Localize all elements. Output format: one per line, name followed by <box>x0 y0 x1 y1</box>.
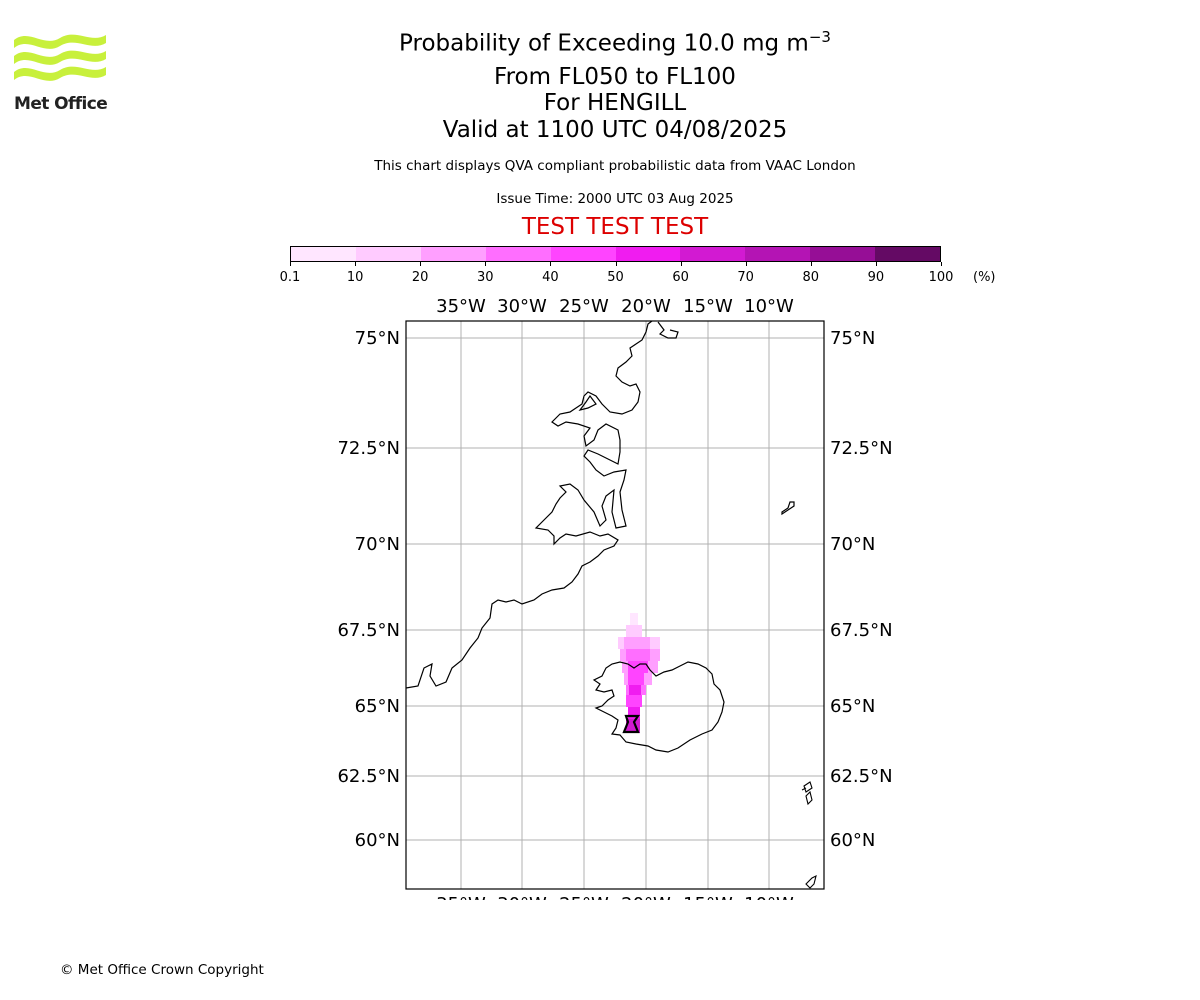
lat-label-right: 67.5°N <box>830 620 893 641</box>
lon-labels-bottom: 35°W 30°W 25°W 20°W 15°W 10°W <box>436 894 794 900</box>
lat-label-right: 72.5°N <box>830 438 893 459</box>
colorbar-tick-label: 90 <box>867 270 885 285</box>
coastline-shetland <box>805 874 817 889</box>
lon-label-bottom: 25°W <box>559 894 609 900</box>
colorbar-unit: (%) <box>973 270 996 285</box>
met-office-waves-icon <box>14 34 106 81</box>
lon-label-top: 20°W <box>621 296 671 317</box>
colorbar-tick-mark <box>745 262 747 266</box>
colorbar-tick-mark <box>810 262 812 266</box>
lat-labels-left: 75°N 72.5°N 70°N 67.5°N 65°N 62.5°N 60°N <box>337 328 400 851</box>
chart-description: This chart displays QVA compliant probab… <box>374 158 856 174</box>
lat-label-right: 65°N <box>830 696 875 717</box>
colorbar-tick-mark <box>355 262 357 266</box>
coastline-jan-mayen <box>781 501 795 516</box>
colorbar-tick-mark <box>485 262 487 266</box>
coastline-iceland <box>592 661 725 753</box>
colorbar-tick-label: 10 <box>346 270 364 285</box>
met-office-logo: Met Office <box>14 30 114 114</box>
colorbar-segment <box>291 247 356 261</box>
lon-label-bottom: 35°W <box>436 894 486 900</box>
coastline-faroe-islands <box>801 781 813 806</box>
lon-label-top: 10°W <box>744 296 794 317</box>
map-panel: 35°W 30°W 25°W 20°W 15°W 10°W 35°W 30°W … <box>337 296 893 900</box>
colorbar-tick-label: 60 <box>672 270 689 285</box>
lat-label-right: 75°N <box>830 328 875 349</box>
colorbar-tick-mark <box>941 262 942 266</box>
lon-label-bottom: 30°W <box>497 894 547 900</box>
lon-label-top: 30°W <box>497 296 547 317</box>
colorbar-segment <box>550 247 616 261</box>
lat-label-left: 60°N <box>355 830 400 851</box>
colorbar-tick-mark <box>615 262 617 266</box>
lon-label-top: 15°W <box>683 296 733 317</box>
lat-label-left: 65°N <box>355 696 400 717</box>
colorbar-ticks: 0.1 10 20 30 40 50 60 70 80 90 100 <box>280 262 953 292</box>
map-frame <box>405 320 825 890</box>
chart-title-main: Probability of Exceeding 10.0 mg m <box>399 30 809 57</box>
flight-level-range: From FL050 to FL100 <box>494 64 736 90</box>
lon-label-top: 25°W <box>559 296 609 317</box>
lat-labels-right: 75°N 72.5°N 70°N 67.5°N 65°N 62.5°N 60°N <box>830 328 893 851</box>
colorbar-tick-label: 0.1 <box>279 270 301 285</box>
lat-label-left: 75°N <box>355 328 400 349</box>
lat-label-left: 67.5°N <box>337 620 400 641</box>
issue-time: Issue Time: 2000 UTC 03 Aug 2025 <box>496 191 734 207</box>
colorbar-segment <box>420 247 486 261</box>
lat-label-right: 62.5°N <box>830 766 893 787</box>
lat-label-right: 70°N <box>830 534 875 555</box>
colorbar-tick-label: 30 <box>477 270 494 285</box>
volcano-name: For HENGILL <box>543 90 687 116</box>
colorbar-tick-label: 70 <box>737 270 754 285</box>
logo-text: Met Office <box>14 94 108 114</box>
coastline-greenland <box>405 320 679 689</box>
map-gridlines <box>406 321 824 889</box>
lon-label-bottom: 15°W <box>683 894 733 900</box>
colorbar-segment <box>355 247 421 261</box>
colorbar-tick-label: 50 <box>607 270 624 285</box>
colorbar-tick-label: 20 <box>411 270 429 285</box>
colorbar <box>290 246 941 262</box>
colorbar-segment <box>615 247 681 261</box>
chart-title: Probability of Exceeding 10.0 mg m−3 <box>0 28 1200 57</box>
colorbar-tick-label: 100 <box>928 270 954 285</box>
lat-label-left: 72.5°N <box>337 438 400 459</box>
colorbar-tick-mark <box>680 262 682 266</box>
colorbar-segment <box>875 247 941 261</box>
colorbar-segment <box>810 247 876 261</box>
colorbar-tick-mark <box>420 262 422 266</box>
lon-label-top: 35°W <box>436 296 486 317</box>
colorbar-segment <box>745 247 811 261</box>
lon-labels-top: 35°W 30°W 25°W 20°W 15°W 10°W <box>436 296 794 317</box>
colorbar-tick-label: 40 <box>542 270 559 285</box>
lat-label-left: 62.5°N <box>337 766 400 787</box>
copyright-notice: © Met Office Crown Copyright <box>60 962 264 978</box>
lon-label-bottom: 20°W <box>621 894 671 900</box>
chart-title-unit-exponent: −3 <box>808 28 831 46</box>
colorbar-segment <box>485 247 551 261</box>
colorbar-tick-mark <box>875 262 877 266</box>
colorbar-tick-mark <box>290 262 291 266</box>
colorbar-tick-label: 80 <box>802 270 820 285</box>
lon-label-bottom: 10°W <box>744 894 794 900</box>
colorbar-tick-mark <box>550 262 552 266</box>
test-banner: TEST TEST TEST <box>521 214 709 240</box>
lat-label-right: 60°N <box>830 830 875 851</box>
lat-label-left: 70°N <box>355 534 400 555</box>
colorbar-segment <box>680 247 746 261</box>
valid-time: Valid at 1100 UTC 04/08/2025 <box>442 117 788 143</box>
